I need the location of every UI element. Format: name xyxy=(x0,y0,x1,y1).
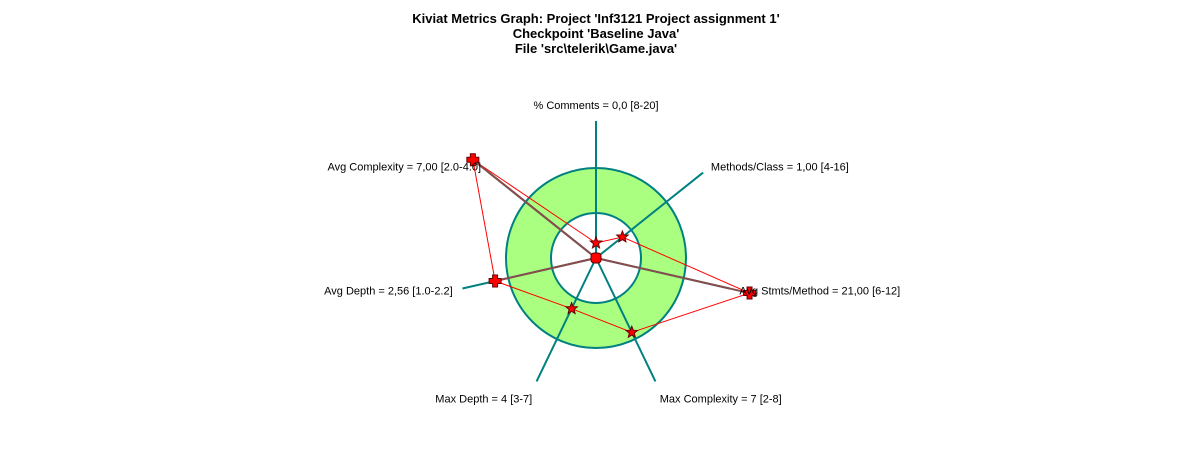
out-of-range-connector-avg-depth xyxy=(494,257,597,283)
metric-markers xyxy=(466,153,757,339)
axis-label-max-complexity: Max Complexity = 7 [2-8] xyxy=(660,393,782,405)
out-of-range-connector-avg-complexity xyxy=(472,159,597,259)
marker-star-comments xyxy=(589,235,603,250)
out-of-range-connector-avg-stmts-method xyxy=(595,257,750,295)
marker-star-max-complexity xyxy=(624,324,639,339)
title-line-file: File 'src\telerik\Game.java' xyxy=(514,41,678,56)
metric-polygon-outline xyxy=(472,158,751,333)
axis-label-comments: % Comments = 0,0 [8-20] xyxy=(533,100,658,112)
axis-label-avg-stmts-method: Avg Stmts/Method = 21,00 [6-12] xyxy=(739,286,900,298)
metric-polygon xyxy=(472,158,751,333)
axis-spoke-methods-class xyxy=(595,171,704,259)
axis-labels: % Comments = 0,0 [8-20] Methods/Class = 1… xyxy=(324,100,900,405)
marker-plus-avg-depth xyxy=(488,274,502,288)
axis-label-max-depth: Max Depth = 4 [3-7] xyxy=(435,393,532,405)
axis-spoke-max-complexity xyxy=(595,257,657,382)
center-marker xyxy=(590,252,602,264)
axis-label-methods-class: Methods/Class = 1,00 [4-16] xyxy=(711,161,849,173)
title-line-checkpoint: Checkpoint 'Baseline Java' xyxy=(512,26,680,41)
chart-title: Kiviat Metrics Graph: Project 'Inf3121 P… xyxy=(0,11,1192,56)
title-line-project: Kiviat Metrics Graph: Project 'Inf3121 P… xyxy=(412,11,780,26)
marker-plus-avg-stmts-method xyxy=(743,286,757,300)
marker-plus-avg-complexity xyxy=(466,153,480,167)
marker-star-max-depth xyxy=(564,301,579,315)
axis-label-avg-complexity: Avg Complexity = 7,00 [2.0-4.0] xyxy=(327,161,481,173)
marker-star-methods-class xyxy=(615,229,630,243)
axis-spoke-max-depth xyxy=(535,257,597,382)
axis-label-avg-depth: Avg Depth = 2,56 [1.0-2.2] xyxy=(324,286,453,298)
